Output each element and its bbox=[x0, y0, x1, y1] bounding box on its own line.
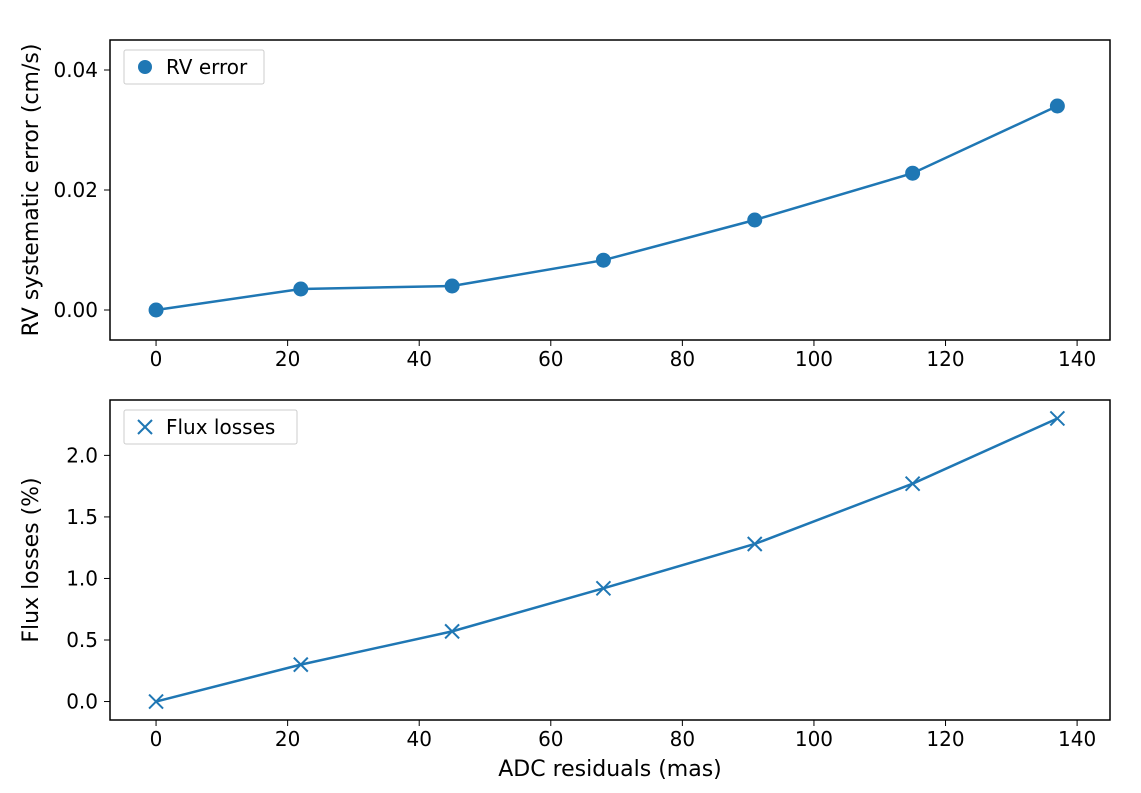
x-tick-label: 140 bbox=[1058, 727, 1096, 751]
data-marker bbox=[445, 279, 459, 293]
x-tick-label: 80 bbox=[670, 727, 695, 751]
x-tick-label: 0 bbox=[150, 347, 163, 371]
y-tick-label: 1.0 bbox=[66, 566, 98, 590]
legend-label: RV error bbox=[166, 55, 248, 79]
legend: RV error bbox=[124, 50, 264, 84]
data-marker bbox=[748, 213, 762, 227]
data-marker bbox=[906, 166, 920, 180]
legend-marker bbox=[138, 60, 152, 74]
x-tick-label: 60 bbox=[538, 727, 563, 751]
y-tick-label: 1.5 bbox=[66, 505, 98, 529]
y-tick-label: 0.02 bbox=[53, 178, 98, 202]
y-tick-label: 0.5 bbox=[66, 628, 98, 652]
y-tick-label: 0.0 bbox=[66, 690, 98, 714]
legend-label: Flux losses bbox=[166, 415, 275, 439]
x-tick-label: 40 bbox=[406, 347, 431, 371]
figure: 0204060801001201400.000.020.04RV systema… bbox=[0, 0, 1141, 793]
x-axis-label: ADC residuals (mas) bbox=[498, 757, 722, 782]
x-tick-label: 120 bbox=[926, 727, 964, 751]
x-tick-label: 140 bbox=[1058, 347, 1096, 371]
x-tick-label: 120 bbox=[926, 347, 964, 371]
x-tick-label: 100 bbox=[795, 347, 833, 371]
x-tick-label: 40 bbox=[406, 727, 431, 751]
x-tick-label: 100 bbox=[795, 727, 833, 751]
plot-border bbox=[110, 400, 1110, 720]
x-tick-label: 60 bbox=[538, 347, 563, 371]
series-line bbox=[156, 106, 1057, 310]
data-marker bbox=[1050, 99, 1064, 113]
y-tick-label: 2.0 bbox=[66, 443, 98, 467]
data-marker bbox=[596, 253, 610, 267]
data-marker bbox=[294, 282, 308, 296]
bottom-chart: 0 20 40 60 80 100 120 140 0.0 0.5 1.0 1.5 2.0 Flux lo… bbox=[19, 400, 1110, 782]
top-chart: 0 20 40 60 80 100 120 140 0.00 0.02 0.04 RV systema… bbox=[19, 40, 1110, 371]
x-tick-label: 20 bbox=[275, 347, 300, 371]
x-tick-label: 20 bbox=[275, 727, 300, 751]
y-tick-label: 0.04 bbox=[53, 58, 98, 82]
y-tick-label: 0.00 bbox=[53, 298, 98, 322]
legend: Flux losses bbox=[124, 410, 297, 444]
data-marker bbox=[149, 303, 163, 317]
series-line bbox=[156, 418, 1057, 701]
x-tick-label: 0 bbox=[150, 727, 163, 751]
y-axis-label: RV systematic error (cm/s) bbox=[19, 44, 44, 337]
y-axis-label: Flux losses (%) bbox=[19, 477, 44, 642]
x-tick-label: 80 bbox=[670, 347, 695, 371]
